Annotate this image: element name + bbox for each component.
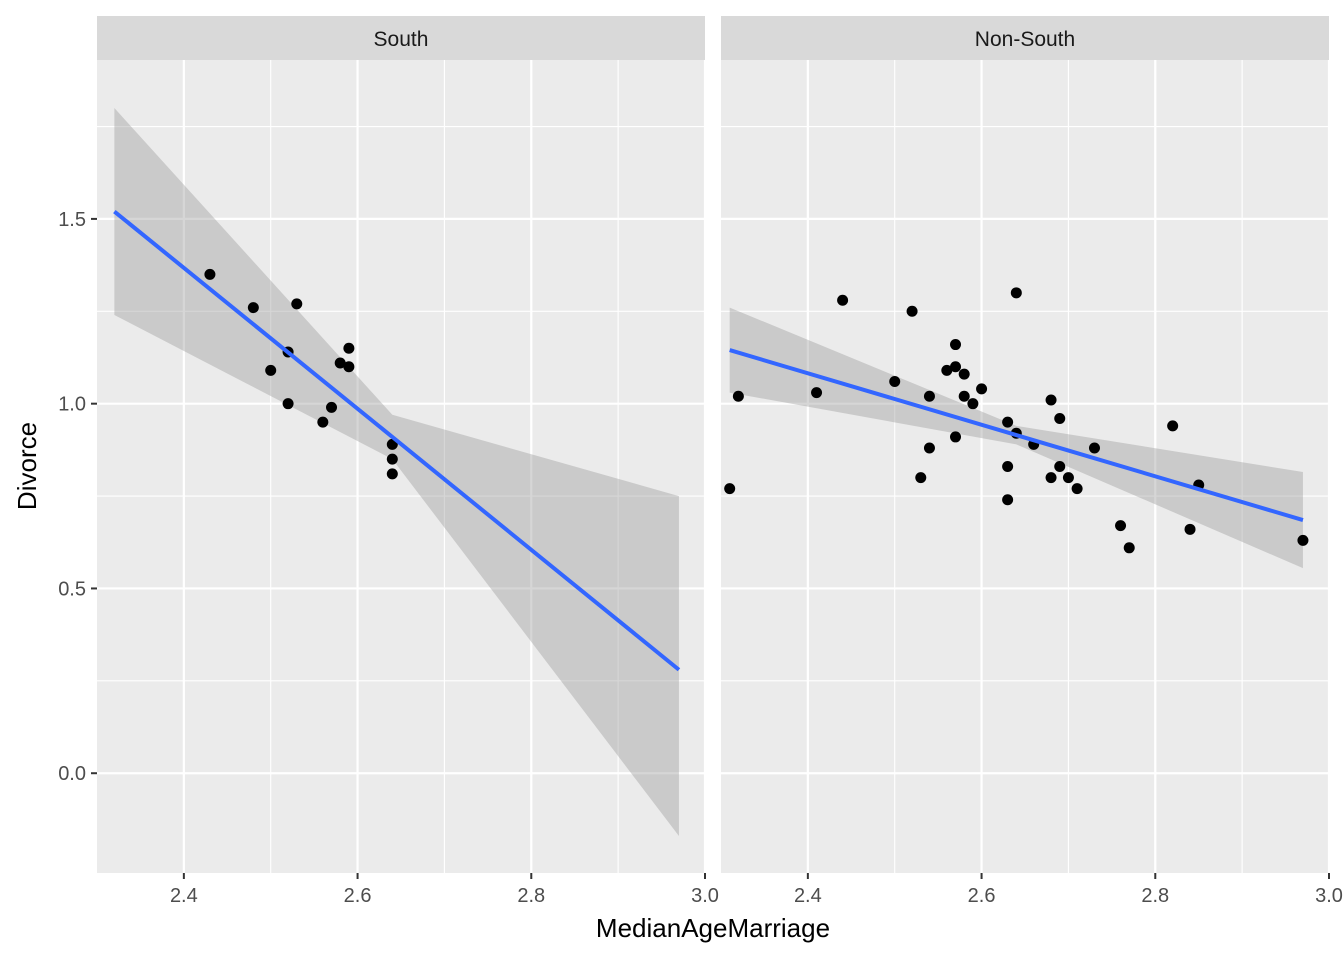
x-tick-label: 2.8 <box>1141 885 1169 907</box>
data-point <box>958 390 970 402</box>
data-point <box>1088 442 1100 454</box>
x-tick-label: 2.4 <box>170 885 198 907</box>
data-point <box>724 483 736 495</box>
data-point <box>941 364 953 376</box>
gridlines <box>721 60 1331 873</box>
gridlines <box>97 60 707 873</box>
data-point <box>1002 416 1014 428</box>
facet-strip-label: South <box>374 28 429 51</box>
x-tick-label: 2.6 <box>968 885 996 907</box>
data-point <box>247 302 259 314</box>
x-tick-label: 3.0 <box>1315 885 1343 907</box>
data-point <box>343 361 355 373</box>
data-point <box>326 401 338 413</box>
data-point <box>967 398 979 410</box>
data-point <box>732 390 744 402</box>
data-points <box>724 287 1309 554</box>
y-tick-label: 0.0 <box>58 763 86 785</box>
data-point <box>976 383 988 395</box>
data-point <box>343 342 355 354</box>
panel-background <box>721 60 1329 873</box>
data-point <box>386 468 398 480</box>
x-axis-ticks-non-south: 2.4 2.6 2.8 3.0 <box>794 873 1343 907</box>
data-point <box>282 398 294 410</box>
facet-strip <box>97 16 705 60</box>
data-point <box>1062 472 1074 484</box>
data-point <box>915 472 927 484</box>
data-point <box>811 387 823 399</box>
data-points <box>204 268 398 480</box>
facet-strip-label: Non-South <box>975 28 1075 51</box>
data-point <box>950 431 962 443</box>
data-point <box>1010 287 1022 299</box>
regression-line <box>113 209 681 672</box>
y-tick-label: 1.0 <box>58 394 86 416</box>
data-point <box>291 298 303 310</box>
panels-layer: South Non-South <box>97 16 1331 873</box>
x-axis-ticks-south: 2.4 2.6 2.8 3.0 <box>170 873 719 907</box>
data-point <box>1297 534 1309 546</box>
x-axis-title: MedianAgeMarriage <box>596 913 830 943</box>
confidence-ribbon <box>114 108 679 837</box>
data-point <box>265 364 277 376</box>
y-tick-label: 1.5 <box>58 209 86 231</box>
data-point <box>837 294 849 306</box>
y-axis-title: Divorce <box>12 422 42 510</box>
data-point <box>950 361 962 373</box>
data-point <box>386 453 398 465</box>
data-point <box>923 390 935 402</box>
data-point <box>1123 542 1135 554</box>
x-axis: 2.4 2.6 2.8 3.0 2.4 2.6 2.8 3.0 <box>170 873 1343 907</box>
data-point <box>1115 520 1127 532</box>
y-axis: 0.0 0.5 1.0 1.5 <box>58 209 97 785</box>
data-point <box>1045 472 1057 484</box>
data-point <box>923 442 935 454</box>
y-tick-label: 0.5 <box>58 578 86 600</box>
facet-panel-south: South <box>97 16 707 873</box>
data-point <box>204 268 216 280</box>
data-point <box>1045 394 1057 406</box>
data-point <box>1167 420 1179 432</box>
data-point <box>950 339 962 351</box>
data-point <box>1071 483 1083 495</box>
data-point <box>958 368 970 380</box>
data-point <box>889 376 901 388</box>
regression-line <box>729 348 1304 523</box>
data-point <box>1184 523 1196 535</box>
data-point <box>1002 494 1014 506</box>
data-point <box>1054 412 1066 424</box>
data-point <box>906 305 918 317</box>
data-point <box>1002 461 1014 472</box>
data-point <box>334 357 346 369</box>
data-point <box>1054 461 1066 472</box>
facet-panel-non-south: Non-South <box>721 16 1331 873</box>
panel-background <box>97 60 705 873</box>
data-point <box>317 416 329 428</box>
x-tick-label: 2.4 <box>794 885 822 907</box>
x-tick-label: 3.0 <box>691 885 719 907</box>
facet-strip <box>721 16 1329 60</box>
x-tick-label: 2.8 <box>517 885 545 907</box>
x-tick-label: 2.6 <box>344 885 372 907</box>
